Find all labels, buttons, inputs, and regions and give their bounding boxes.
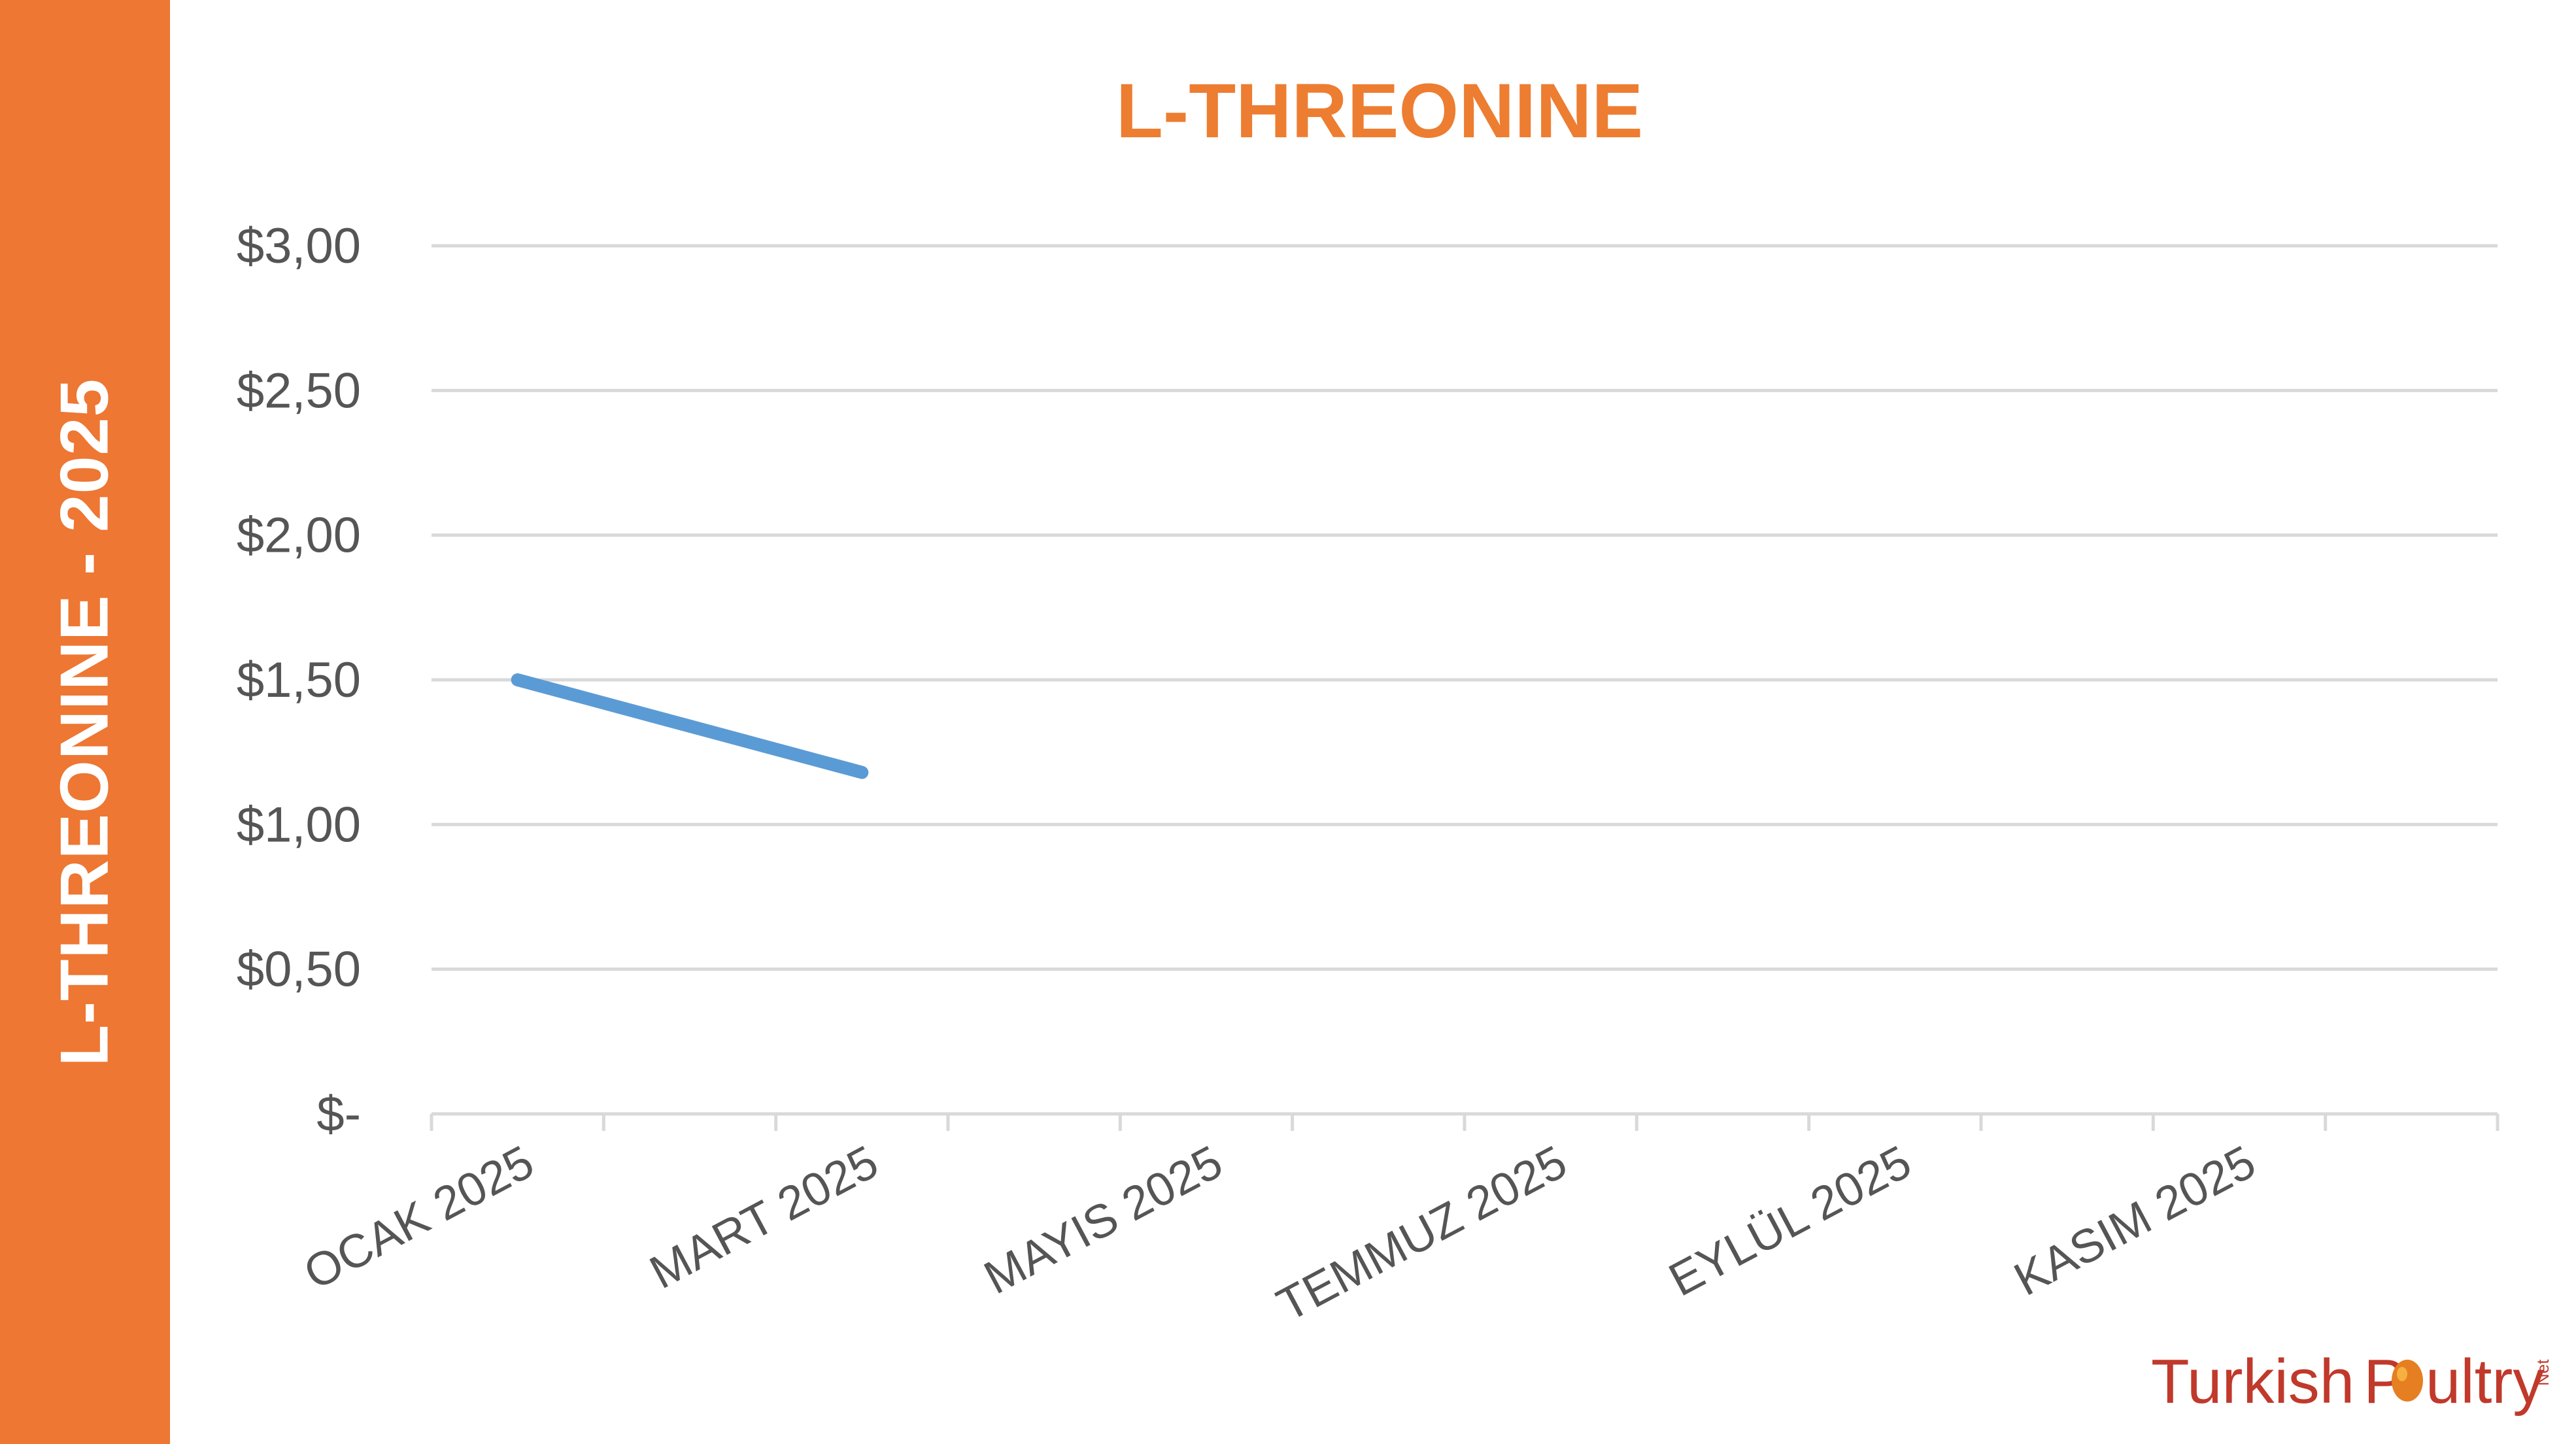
y-tick-label: $1,50 (237, 652, 361, 708)
side-band: L-THREONINE - 2025 (0, 0, 170, 1444)
y-tick-label: $- (316, 1086, 361, 1142)
y-tick-label: $2,00 (237, 508, 361, 563)
logo-text-net: Net (2533, 1359, 2552, 1386)
gridlines (432, 244, 2498, 971)
series-line (511, 673, 869, 779)
egg-icon (2392, 1360, 2423, 1402)
logo-text-turkish: Turkish (2151, 1347, 2354, 1417)
x-axis-ticks: OCAK 2025 MART 2025 MAYIS 2025 TEMMUZ 2025 E… (296, 1135, 2263, 1332)
y-tick-label: $0,50 (237, 942, 361, 998)
egg-highlight-icon (2397, 1367, 2407, 1381)
svg-text:ultry: ultry (2426, 1347, 2544, 1417)
x-tick-label: TEMMUZ 2025 (1269, 1135, 1576, 1332)
y-tick-label: $1,00 (237, 797, 361, 852)
x-tick-label: MART 2025 (641, 1135, 886, 1299)
chart-title: L-THREONINE (1115, 68, 1644, 154)
x-axis (430, 1112, 2500, 1131)
turkish-poultry-logo: Turkish P ultry Net (2151, 1347, 2552, 1417)
series-layer (511, 673, 869, 779)
y-axis-ticks: $- $0,50 $1,00 $1,50 $2,00 $2,50 $3,00 (237, 218, 361, 1142)
x-tick-label: OCAK 2025 (296, 1135, 542, 1300)
x-tick-label: EYLÜL 2025 (1661, 1135, 1920, 1306)
x-tick-label: KASIM 2025 (2006, 1135, 2263, 1305)
y-tick-label: $3,00 (237, 218, 361, 274)
x-tick-label: MAYIS 2025 (976, 1135, 1231, 1304)
y-tick-label: $2,50 (237, 363, 361, 418)
logo-text-ultry: ultry (2426, 1347, 2544, 1417)
